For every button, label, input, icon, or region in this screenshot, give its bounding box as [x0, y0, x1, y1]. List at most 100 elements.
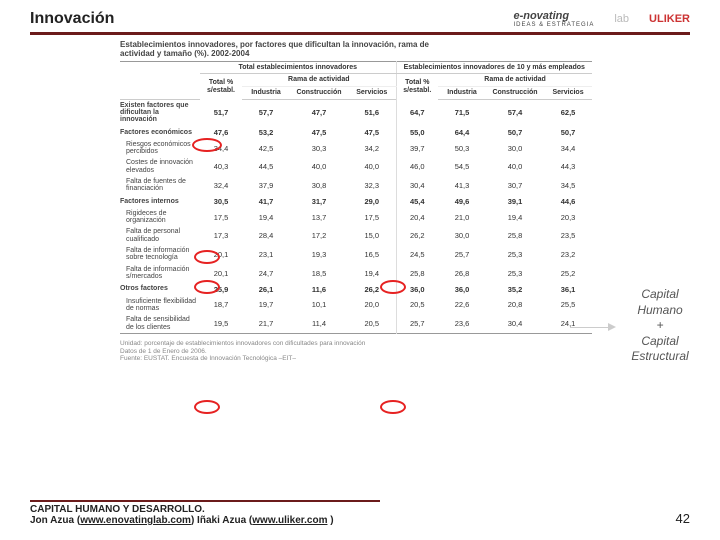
cell: 20,8 [486, 296, 544, 315]
cell: 26,2 [348, 283, 396, 296]
cell: 44,6 [544, 195, 592, 208]
cell: 46,0 [396, 157, 438, 176]
cell: 11,4 [290, 314, 348, 333]
highlight-circle [194, 400, 220, 414]
cell: 53,2 [242, 126, 290, 139]
cell: 23,6 [438, 314, 486, 333]
cell: 19,3 [290, 245, 348, 264]
cell: 34,4 [544, 139, 592, 158]
cell: 20,0 [348, 296, 396, 315]
cell: 19,5 [200, 314, 242, 333]
cell: 24,7 [242, 264, 290, 283]
cell: 25,3 [486, 245, 544, 264]
cell: 47,6 [200, 126, 242, 139]
cell: 24,5 [396, 245, 438, 264]
cell: 25,8 [396, 264, 438, 283]
link-uliker[interactable]: www.uliker.com [252, 515, 327, 526]
table-row: Falta de sensibilidad de los clientes19,… [120, 314, 592, 333]
table-row: Falta de información sobre tecnología20,… [120, 245, 592, 264]
link-enovating[interactable]: www.enovatinglab.com [80, 515, 191, 526]
cell: 32,4 [200, 176, 242, 195]
row-label: Otros factores [120, 283, 200, 296]
cell: 17,5 [200, 208, 242, 227]
cell: 51,7 [200, 99, 242, 126]
table-row: Riesgos económicos percibidos34,442,530,… [120, 139, 592, 158]
row-label: Factores internos [120, 195, 200, 208]
cell: 15,0 [348, 226, 396, 245]
cell: 40,3 [200, 157, 242, 176]
enovating-logo: e-novating IDEAS & ESTRATEGIA [513, 10, 594, 28]
lab-logo: lab [614, 13, 629, 25]
row-label: Rigideces de organización [120, 208, 200, 227]
cell: 36,0 [438, 283, 486, 296]
cell: 44,3 [544, 157, 592, 176]
col-rama-1: Rama de actividad [242, 74, 396, 87]
cell: 30,0 [486, 139, 544, 158]
cell: 40,0 [348, 157, 396, 176]
table-row: Falta de personal cualificado17,328,417,… [120, 226, 592, 245]
table-row: Otros factores25,926,111,626,236,036,035… [120, 283, 592, 296]
cell: 39,7 [396, 139, 438, 158]
footer-rule [30, 500, 380, 502]
table-row: Falta de fuentes de financiación32,437,9… [120, 176, 592, 195]
col-ind-2: Industria [438, 86, 486, 99]
uliker-logo: ULIKER [649, 13, 690, 25]
cell: 35,2 [486, 283, 544, 296]
cell: 50,7 [486, 126, 544, 139]
cell: 26,1 [242, 283, 290, 296]
cell: 30,4 [396, 176, 438, 195]
cell: 25,3 [486, 264, 544, 283]
cell: 41,7 [242, 195, 290, 208]
highlight-circle [380, 400, 406, 414]
cell: 51,6 [348, 99, 396, 126]
cell: 29,0 [348, 195, 396, 208]
row-label: Falta de información sobre tecnología [120, 245, 200, 264]
col-rama-2: Rama de actividad [438, 74, 592, 87]
cell: 28,4 [242, 226, 290, 245]
cell: 20,3 [544, 208, 592, 227]
row-label: Falta de sensibilidad de los clientes [120, 314, 200, 333]
table-row: Insuficiente flexibilidad de normas18,71… [120, 296, 592, 315]
cell: 47,5 [348, 126, 396, 139]
cell: 30,7 [486, 176, 544, 195]
cell: 20,5 [396, 296, 438, 315]
cell: 32,3 [348, 176, 396, 195]
cell: 20,1 [200, 264, 242, 283]
cell: 34,4 [200, 139, 242, 158]
cell: 49,6 [438, 195, 486, 208]
cell: 30,3 [290, 139, 348, 158]
cell: 19,4 [486, 208, 544, 227]
col-ser-2: Servicios [544, 86, 592, 99]
row-label: Falta de fuentes de financiación [120, 176, 200, 195]
cell: 30,5 [200, 195, 242, 208]
row-label: Costes de innovación elevados [120, 157, 200, 176]
cell: 25,8 [486, 226, 544, 245]
cell: 40,0 [290, 157, 348, 176]
cell: 26,8 [438, 264, 486, 283]
cell: 64,7 [396, 99, 438, 126]
row-label: Falta de información s/mercados [120, 264, 200, 283]
cell: 21,7 [242, 314, 290, 333]
cell: 47,5 [290, 126, 348, 139]
cell: 71,5 [438, 99, 486, 126]
cell: 21,0 [438, 208, 486, 227]
row-label: Falta de personal cualificado [120, 226, 200, 245]
row-label: Riesgos económicos percibidos [120, 139, 200, 158]
table-row: Existen factores que dificultan la innov… [120, 99, 592, 126]
cell: 25,5 [544, 296, 592, 315]
col-con-1: Construcción [290, 86, 348, 99]
cell: 24,1 [544, 314, 592, 333]
table-title: Establecimientos innovadores, por factor… [120, 41, 590, 59]
logo-bar: e-novating IDEAS & ESTRATEGIA lab ULIKER [513, 10, 690, 28]
cell: 10,1 [290, 296, 348, 315]
cell: 30,8 [290, 176, 348, 195]
cell: 45,4 [396, 195, 438, 208]
col-ser-1: Servicios [348, 86, 396, 99]
cell: 64,4 [438, 126, 486, 139]
data-table: Total establecimientos innovadores Estab… [120, 61, 592, 334]
table-row: Costes de innovación elevados40,344,540,… [120, 157, 592, 176]
cell: 57,4 [486, 99, 544, 126]
cell: 40,0 [486, 157, 544, 176]
col-group-10plus: Establecimientos innovadores de 10 y más… [396, 61, 592, 74]
cell: 17,3 [200, 226, 242, 245]
